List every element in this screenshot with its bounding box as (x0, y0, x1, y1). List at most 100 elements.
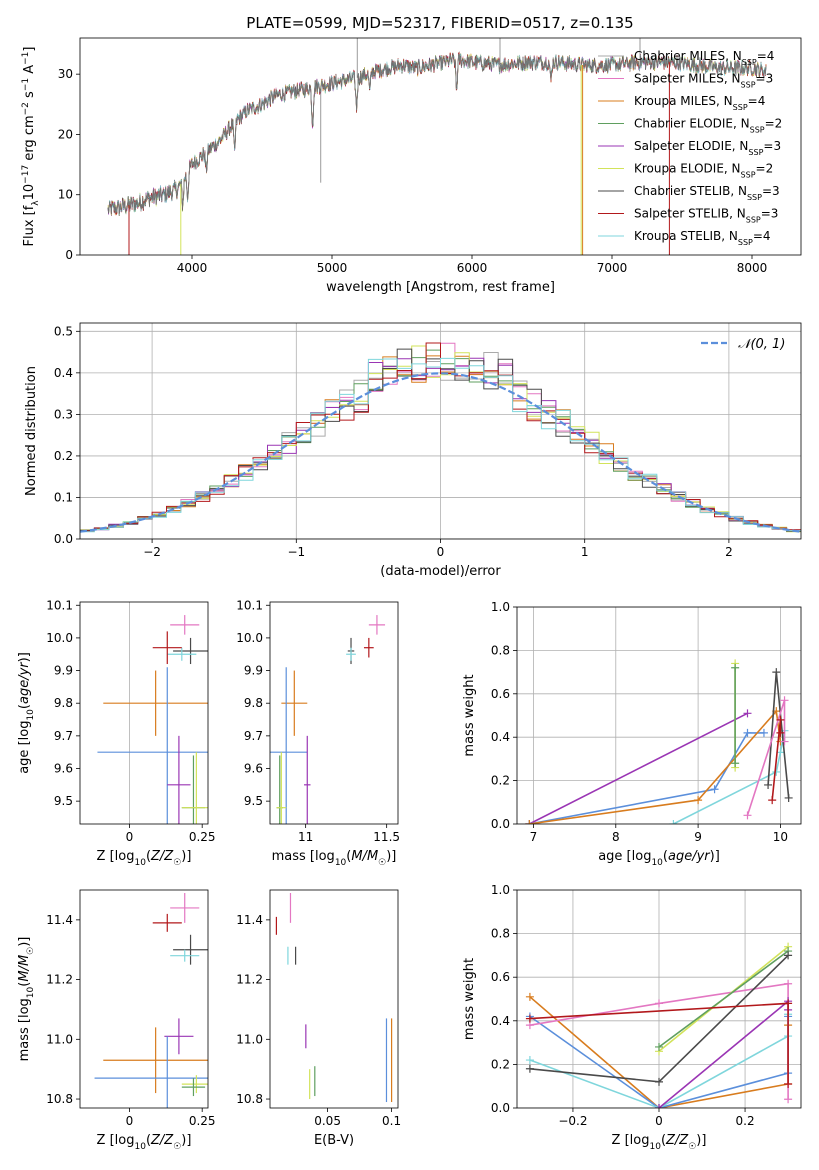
y-tick-label: 10 (58, 188, 73, 202)
legend-label: Salpeter MILES, NSSP=3 (634, 72, 773, 90)
weight-marker-salpeter_stelib (784, 1080, 793, 1089)
legend-label: Kroupa ELODIE, NSSP=2 (634, 162, 773, 180)
x-tick-label: 0.2 (736, 1114, 755, 1128)
plot-area (80, 323, 801, 539)
panel-residuals: −2 −1 0 1 2 0.0 0.1 0.2 0.3 0.4 0.5 (data-model)/er… (24, 322, 802, 579)
y-tick-label: 0.4 (491, 1014, 510, 1028)
weight-marker-blue (710, 785, 719, 794)
x-tick-label: 0 (655, 1114, 663, 1128)
weight-marker-salpeter_miles (784, 1095, 793, 1104)
observed-spectrum (107, 53, 767, 215)
y-axis-label: mass [log10(M/M☉)] (17, 937, 36, 1062)
x-tick-label: 2 (725, 545, 733, 559)
errorbar-chabrier_elodie (181, 1078, 206, 1097)
errorbar-salpeter_stelib (152, 913, 182, 932)
errorbar-salpeter_elodie (304, 735, 311, 824)
y-tick-label: 0.0 (491, 817, 510, 831)
y-tick-label: 0.8 (491, 927, 510, 941)
panel-spectrum: 4000 5000 6000 7000 8000 0 10 20 30 wavelength [A… (21, 37, 802, 295)
errorbar-kroupa_elodie (181, 1075, 208, 1094)
errorbar-kroupa_stelib (167, 647, 197, 661)
axes-frame (79, 37, 802, 256)
panel-massweight_vs_age: 7 8 9 10 0.0 0.2 0.4 0.6 0.8 1.0 age [log10(age/yr… (462, 600, 802, 868)
y-tick-label: 10.8 (46, 1092, 73, 1106)
y-tick-label: 11.2 (236, 973, 263, 987)
legend-label: Chabrier STELIB, NSSP=3 (634, 184, 780, 202)
axes-frame (269, 601, 399, 825)
x-tick-label: 9 (694, 830, 702, 844)
plot-area (275, 892, 393, 1103)
errorbar-kroupa_elodie (181, 752, 208, 824)
weight-marker-salpeter_stelib (525, 1014, 534, 1023)
errorbar-kroupa_miles (103, 670, 208, 736)
x-axis-label: (data-model)/error (380, 564, 501, 579)
y-axis-label: mass weight (462, 674, 477, 756)
x-tick-label: 0 (437, 545, 445, 559)
errorbar-chabrier_stelib (173, 934, 208, 965)
x-tick-label: 0.25 (189, 830, 216, 844)
weight-marker-chabrier_stelib (525, 1064, 534, 1073)
plot-area (270, 615, 386, 824)
x-tick-label: 1 (581, 545, 589, 559)
weight-marker-chabrier_stelib (772, 668, 781, 677)
weight-marker-kroupa_miles (525, 992, 534, 1001)
errorbar-kroupa_stelib (170, 949, 200, 962)
weight-marker-kroupa_miles (525, 820, 534, 824)
y-axis-label: Normed distribution (24, 366, 39, 496)
y-tick-label: 0.2 (491, 774, 510, 788)
x-tick-label: 10 (773, 830, 788, 844)
x-axis-label: Z [log10(Z/Z☉)] (612, 1133, 707, 1152)
x-tick-label: 0 (126, 830, 134, 844)
y-tick-label: 9.5 (244, 794, 263, 808)
y-tick-label: 10.1 (236, 598, 263, 612)
x-tick-label: 11.5 (373, 830, 400, 844)
legend-label: Salpeter ELODIE, NSSP=3 (634, 139, 781, 157)
errorbar-salpeter_elodie (164, 1018, 194, 1055)
weight-marker-chabrier_stelib (784, 793, 793, 802)
legend-label: Chabrier MILES, NSSP=4 (634, 49, 774, 67)
plot-area (517, 607, 801, 824)
y-tick-label: 9.8 (244, 696, 263, 710)
x-tick-label: −0.2 (558, 1114, 587, 1128)
weight-marker-salpeter_miles (743, 811, 752, 820)
histogram-kroupa_stelib (80, 357, 801, 533)
y-tick-label: 0.6 (491, 970, 510, 984)
y-tick-label: 11.4 (236, 913, 263, 927)
gaussian-curve (80, 372, 801, 533)
errorbar-salpeter_elodie (167, 735, 191, 824)
figure-title: PLATE=0599, MJD=52317, FIBERID=0517, z=0… (246, 14, 633, 32)
weight-marker-salpeter_miles (655, 999, 663, 1008)
x-tick-label: 11 (298, 830, 313, 844)
weight-line-kroupa_stelib (673, 730, 786, 824)
y-tick-label: 0.2 (491, 1057, 510, 1071)
y-tick-label: 0.4 (491, 730, 510, 744)
weight-marker-kroupa_stelib (525, 1056, 534, 1065)
weight-line-chabrier_elodie (658, 950, 789, 1048)
weight-marker-kroupa_stelib (772, 767, 781, 776)
y-tick-label: 10.8 (236, 1092, 263, 1106)
legend-label: Kroupa MILES, NSSP=4 (634, 94, 765, 112)
y-tick-label: 9.6 (244, 762, 263, 776)
weight-marker-blue (759, 728, 768, 737)
y-tick-label: 0.1 (54, 490, 73, 504)
x-tick-label: −2 (143, 545, 161, 559)
x-tick-label: 8 (612, 830, 620, 844)
weight-line-blue (529, 732, 764, 824)
axes-frame (79, 889, 209, 1109)
plot-area (94, 892, 208, 1108)
y-tick-label: 9.5 (54, 794, 73, 808)
x-axis-label: age [log10(age/yr)] (598, 849, 720, 868)
y-tick-label: 0.0 (491, 1101, 510, 1115)
y-tick-label: 1.0 (491, 883, 510, 897)
y-tick-label: 30 (58, 67, 73, 81)
y-tick-label: 11.2 (46, 973, 73, 987)
y-tick-label: 0.6 (491, 687, 510, 701)
x-tick-label: 8000 (737, 261, 768, 275)
legend-label-gaussian: 𝒩(0, 1) (738, 337, 785, 352)
weight-marker-salpeter_miles (784, 979, 793, 988)
x-tick-label: 5000 (317, 261, 348, 275)
axes-frame (79, 601, 209, 825)
weight-marker-chabrier_stelib (784, 951, 793, 960)
weight-marker-kroupa_stelib (669, 820, 678, 824)
